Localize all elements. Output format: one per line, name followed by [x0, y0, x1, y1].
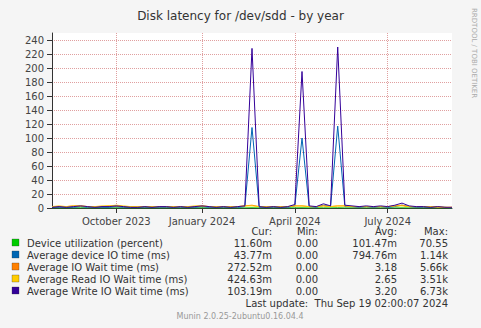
svg-text:60: 60	[31, 161, 44, 172]
svg-text:2.65: 2.65	[375, 274, 397, 285]
svg-text:Average IO Wait time (ms): Average IO Wait time (ms)	[27, 262, 159, 273]
svg-text:20: 20	[31, 189, 44, 200]
svg-text:Average Write IO Wait time (ms: Average Write IO Wait time (ms)	[27, 286, 189, 297]
svg-text:Average Read IO Wait time (ms): Average Read IO Wait time (ms)	[27, 274, 187, 285]
svg-text:5.66k: 5.66k	[420, 262, 448, 273]
svg-text:70.55: 70.55	[419, 238, 448, 249]
svg-text:3.18: 3.18	[375, 262, 397, 273]
svg-text:Disk latency for /dev/sdd - by: Disk latency for /dev/sdd - by year	[137, 9, 344, 23]
svg-text:Device utilization (percent): Device utilization (percent)	[27, 238, 163, 249]
svg-text:240: 240	[25, 35, 44, 46]
svg-text:103.19m: 103.19m	[227, 286, 272, 297]
svg-text:424.63m: 424.63m	[227, 274, 272, 285]
svg-text:100: 100	[25, 133, 44, 144]
svg-text:Max:: Max:	[424, 226, 448, 237]
svg-text:120: 120	[25, 119, 44, 130]
svg-text:1.14k: 1.14k	[420, 250, 448, 261]
svg-text:272.52m: 272.52m	[227, 262, 272, 273]
svg-text:43.77m: 43.77m	[234, 250, 272, 261]
svg-text:April 2024: April 2024	[269, 216, 320, 227]
svg-text:0.00: 0.00	[296, 286, 318, 297]
svg-text:794.76m: 794.76m	[352, 250, 397, 261]
svg-text:200: 200	[25, 63, 44, 74]
svg-text:101.47m: 101.47m	[352, 238, 397, 249]
svg-text:January 2024: January 2024	[168, 216, 236, 227]
svg-text:180: 180	[25, 77, 44, 88]
svg-text:0.00: 0.00	[296, 250, 318, 261]
svg-text:Min:: Min:	[297, 226, 318, 237]
svg-text:0.00: 0.00	[296, 262, 318, 273]
svg-text:40: 40	[31, 175, 44, 186]
svg-text:Avg:: Avg:	[375, 226, 397, 237]
svg-text:3.20: 3.20	[375, 286, 397, 297]
svg-text:Last update: Thu Sep 19 02:00: Last update: Thu Sep 19 02:00:07 2024	[246, 298, 448, 309]
svg-text:Average device IO time (ms): Average device IO time (ms)	[27, 250, 170, 261]
svg-text:11.60m: 11.60m	[234, 238, 272, 249]
svg-text:80: 80	[31, 147, 44, 158]
svg-text:0: 0	[38, 203, 44, 214]
svg-text:Munin 2.0.25-2ubuntu0.16.04.4: Munin 2.0.25-2ubuntu0.16.04.4	[177, 312, 304, 321]
svg-text:140: 140	[25, 105, 44, 116]
svg-text:October 2023: October 2023	[82, 216, 151, 227]
svg-text:July 2024: July 2024	[363, 216, 411, 227]
svg-text:Cur:: Cur:	[251, 226, 272, 237]
svg-text:0.00: 0.00	[296, 238, 318, 249]
svg-text:220: 220	[25, 49, 44, 60]
svg-text:160: 160	[25, 91, 44, 102]
svg-text:3.51k: 3.51k	[420, 274, 448, 285]
svg-text:6.73k: 6.73k	[420, 286, 448, 297]
svg-text:RRDTOOL / TOBI OETIKER: RRDTOOL / TOBI OETIKER	[470, 8, 478, 98]
svg-text:0.00: 0.00	[296, 274, 318, 285]
